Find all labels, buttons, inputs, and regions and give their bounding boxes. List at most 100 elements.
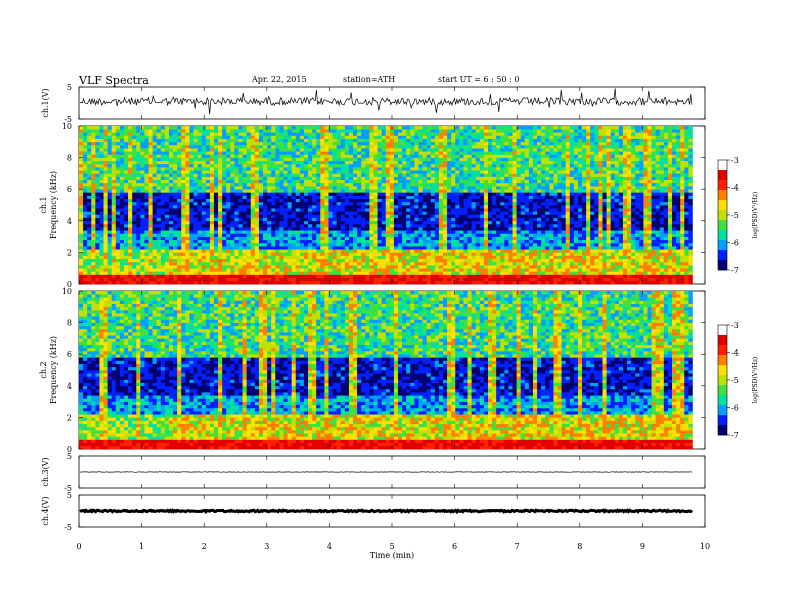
ch1-spectrogram-cell (451, 265, 456, 269)
ch1-spectrogram-cell (287, 138, 292, 143)
ch1-spectrogram-cell (238, 220, 243, 225)
ch1-spectrogram-cell (271, 170, 276, 174)
ch1-spectrogram-cell (414, 265, 419, 269)
ch1-spectrogram-cell (218, 126, 223, 130)
ch1-spectrogram-cell (140, 265, 145, 269)
ch1-spectrogram-cell (414, 141, 419, 146)
ch1-spectrogram-cell (279, 126, 284, 130)
ch1-spectrogram-cell (361, 271, 366, 275)
ch1-spectrogram-cell (201, 151, 207, 155)
ch1-spectrogram-cell (406, 138, 411, 143)
ch1-spectrogram-cell (267, 265, 272, 269)
ch1-spectrogram-cell (393, 223, 399, 228)
ch1-spectrogram-cell (144, 154, 149, 158)
ch1-spectrogram-cell (348, 223, 354, 228)
ch1-spectrogram-cell (119, 173, 125, 177)
ch1-spectrogram-cell (455, 227, 460, 231)
ch1-spectrogram-cell (246, 176, 252, 181)
ch1-spectrogram-cell (402, 223, 407, 228)
ch1-spectrogram-cell (254, 252, 260, 256)
ch1-spectrogram-cell (447, 205, 452, 209)
ch1-spectrogram-cell (483, 280, 489, 285)
ch1-spectrogram-cell (303, 154, 309, 158)
ch1-spectrogram-cell (119, 135, 125, 139)
ch1-spectrogram-cell (299, 189, 305, 193)
ch1-spectrogram-cell (177, 182, 182, 187)
ch1-spectrogram-cell (226, 277, 231, 282)
ch1-spectrogram-cell (353, 230, 358, 234)
ch1-spectrogram-cell (361, 151, 366, 155)
ch1-spectrogram-cell (197, 205, 202, 209)
ch1-spectrogram-cell (308, 230, 313, 234)
ch1-spectrogram-cell (201, 242, 207, 247)
ch1-spectrogram-cell (320, 141, 325, 146)
ch1-spectrogram-cell (103, 176, 108, 181)
ch1-spectrogram-cell (459, 198, 464, 203)
ch1-spectrogram-cell (295, 176, 301, 181)
ch1-spectrogram-cell (152, 126, 158, 130)
ch1-spectrogram-cell (312, 141, 317, 146)
ch1-spectrogram-cell (398, 167, 403, 171)
ch1-spectrogram-cell (459, 246, 464, 250)
ch1-spectrogram-cell (479, 274, 485, 278)
ch1-spectrogram-cell (463, 249, 468, 253)
ch1-spectrogram-cell (115, 208, 121, 212)
ch1-spectrogram-cell (353, 208, 358, 212)
ch1-spectrogram-cell (205, 198, 211, 203)
ch1-spectrogram-cell (152, 274, 158, 278)
ch1-spectrogram-cell (185, 214, 190, 218)
ch1-spectrogram-cell (275, 255, 280, 260)
ch1-spectrogram-cell (111, 268, 117, 272)
ch1-spectrogram-cell (263, 141, 268, 146)
ch1-spectrogram-cell (340, 195, 346, 199)
ch1-spectrogram-cell (475, 255, 481, 260)
ch1-spectrogram-cell (381, 214, 387, 218)
ch1-spectrogram-cell (238, 157, 243, 162)
ch1-spectrogram-cell (140, 268, 145, 272)
ch1-spectrogram-cell (177, 280, 182, 285)
ch1-spectrogram-cell (254, 163, 260, 168)
ch1-spectrogram-cell (373, 189, 378, 193)
ch1-spectrogram-cell (369, 265, 374, 269)
ch1-spectrogram-cell (267, 192, 272, 196)
ch1-spectrogram-cell (291, 280, 297, 285)
ch1-spectrogram-cell (185, 132, 190, 136)
ch1-spectrogram-cell (422, 258, 427, 263)
ch1-spectrogram-cell (230, 205, 235, 209)
ch1-spectrogram-cell (361, 138, 366, 143)
ch1-spectrogram-cell (115, 249, 121, 253)
ch1-spectrogram-cell (393, 214, 399, 218)
ch1-spectrogram-cell (344, 129, 350, 133)
ch1-spectrogram-cell (209, 129, 215, 133)
ch1-spectrogram-cell (177, 186, 182, 190)
ch1-spectrogram-cell (119, 151, 125, 155)
ch1-spectrogram-cell (123, 236, 129, 241)
ch1-spectrogram-cell (320, 268, 325, 272)
ch1-spectrogram-cell (357, 242, 362, 247)
ch1-spectrogram-cell (365, 129, 370, 133)
ch1-spectrogram-cell (381, 160, 387, 165)
ch1-spectrogram-cell (197, 236, 202, 241)
ch1-spectrogram-cell (87, 239, 92, 244)
ch1-spectrogram-cell (160, 277, 166, 282)
ch1-spectrogram-cell (426, 214, 432, 218)
ch1-spectrogram-cell (365, 252, 370, 256)
ch1-spectrogram-cell (324, 157, 329, 162)
ch1-spectrogram-cell (361, 211, 366, 215)
ch1-spectrogram-cell (299, 261, 305, 266)
ch1-spectrogram-cell (140, 157, 145, 162)
ch1-spectrogram-cell (205, 135, 211, 139)
ch1-spectrogram-cell (402, 280, 407, 285)
ch1-spectrogram-cell (353, 176, 358, 181)
ch1-spectrogram-cell (95, 261, 100, 266)
ch1-spectrogram-cell (246, 179, 252, 184)
ch1-spectrogram-cell (434, 186, 440, 190)
ch1-spectrogram-cell (148, 192, 153, 196)
ch1-spectrogram-cell (238, 239, 243, 244)
ch1-spectrogram-cell (324, 192, 329, 196)
ch1-spectrogram-cell (99, 233, 104, 237)
ch1-spectrogram-cell (95, 167, 100, 171)
ch1-spectrogram-cell (385, 182, 391, 187)
ch1-spectrogram-cell (312, 154, 317, 158)
ch1-spectrogram-cell (348, 227, 354, 231)
